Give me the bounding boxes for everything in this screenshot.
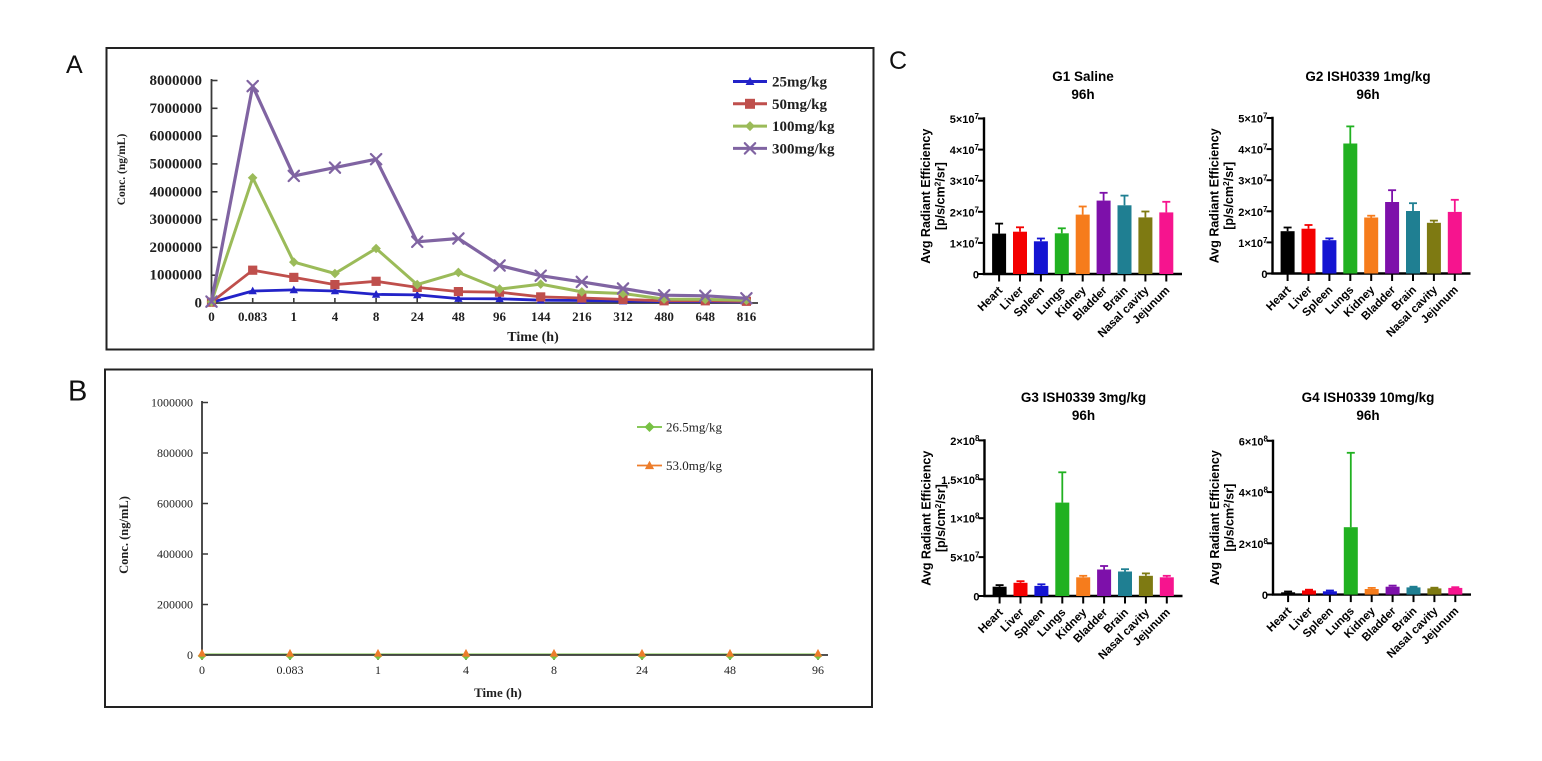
svg-text:2×107: 2×107 [1238, 205, 1268, 219]
svg-text:G3 ISH0339 3mg/kg: G3 ISH0339 3mg/kg [1021, 390, 1146, 405]
svg-text:144: 144 [531, 309, 551, 324]
svg-text:0: 0 [1262, 590, 1268, 602]
svg-text:96h: 96h [1071, 87, 1094, 102]
svg-text:4×107: 4×107 [1238, 143, 1268, 157]
svg-text:24: 24 [636, 663, 648, 677]
svg-text:[p/s/cm2/sr]: [p/s/cm2/sr] [933, 484, 948, 552]
svg-text:8000000: 8000000 [150, 73, 203, 89]
svg-text:400000: 400000 [157, 547, 193, 561]
svg-text:6×108: 6×108 [1239, 434, 1269, 448]
svg-text:100mg/kg: 100mg/kg [772, 119, 835, 135]
svg-text:96h: 96h [1356, 408, 1379, 423]
svg-text:0: 0 [973, 270, 979, 282]
svg-text:1×107: 1×107 [1238, 236, 1268, 250]
svg-text:4×107: 4×107 [950, 143, 980, 157]
svg-text:300mg/kg: 300mg/kg [772, 141, 835, 157]
svg-text:200000: 200000 [157, 598, 193, 612]
svg-text:600000: 600000 [157, 497, 193, 511]
svg-text:B: B [68, 376, 87, 408]
svg-text:Time (h): Time (h) [474, 685, 522, 700]
svg-text:0.083: 0.083 [277, 663, 304, 677]
svg-text:816: 816 [737, 309, 757, 324]
svg-text:0: 0 [1261, 269, 1267, 281]
svg-text:Avg Radiant Efficiency: Avg Radiant Efficiency [920, 451, 934, 586]
svg-text:5×107: 5×107 [950, 112, 980, 126]
svg-text:648: 648 [696, 309, 716, 324]
svg-text:50mg/kg: 50mg/kg [772, 97, 828, 113]
svg-text:3000000: 3000000 [150, 212, 203, 228]
svg-text:26.5mg/kg: 26.5mg/kg [666, 420, 722, 435]
svg-text:0: 0 [973, 592, 979, 604]
svg-text:Avg Radiant Efficiency: Avg Radiant Efficiency [1208, 128, 1222, 263]
svg-text:4×108: 4×108 [1239, 486, 1269, 500]
svg-text:96h: 96h [1072, 408, 1095, 423]
svg-text:0.083: 0.083 [238, 309, 268, 324]
svg-text:0: 0 [187, 648, 193, 662]
svg-text:2000000: 2000000 [150, 240, 203, 256]
svg-text:0: 0 [208, 309, 215, 324]
svg-text:1×107: 1×107 [950, 236, 980, 250]
svg-text:A: A [66, 51, 83, 79]
svg-text:312: 312 [613, 309, 633, 324]
svg-text:2×108: 2×108 [950, 434, 980, 448]
svg-text:96: 96 [812, 663, 824, 677]
svg-text:4000000: 4000000 [150, 184, 203, 200]
svg-text:8: 8 [551, 663, 557, 677]
svg-text:6000000: 6000000 [150, 129, 203, 145]
svg-text:2×107: 2×107 [950, 205, 980, 219]
svg-text:Time (h): Time (h) [507, 330, 559, 345]
svg-text:4: 4 [463, 663, 469, 677]
svg-text:4: 4 [332, 309, 339, 324]
svg-text:1×108: 1×108 [950, 512, 980, 526]
svg-text:1: 1 [375, 663, 381, 677]
svg-text:53.0mg/kg: 53.0mg/kg [666, 458, 722, 473]
svg-text:[p/s/cm2/sr]: [p/s/cm2/sr] [1221, 162, 1236, 230]
svg-text:25mg/kg: 25mg/kg [772, 75, 828, 91]
svg-text:0: 0 [195, 296, 203, 312]
svg-text:5×107: 5×107 [1238, 112, 1268, 126]
svg-text:7000000: 7000000 [150, 101, 203, 117]
svg-text:Conc. (ng/mL): Conc. (ng/mL) [116, 134, 128, 206]
svg-text:G4 ISH0339 10mg/kg: G4 ISH0339 10mg/kg [1302, 390, 1435, 405]
svg-text:216: 216 [572, 309, 592, 324]
svg-text:Conc. (ng/mL): Conc. (ng/mL) [117, 496, 131, 574]
svg-text:[p/s/cm2/sr]: [p/s/cm2/sr] [933, 162, 948, 230]
svg-text:1.5×108: 1.5×108 [941, 473, 980, 487]
svg-text:1000000: 1000000 [150, 268, 203, 284]
svg-text:[p/s/cm2/sr]: [p/s/cm2/sr] [1222, 484, 1237, 552]
svg-text:96: 96 [493, 309, 507, 324]
svg-text:48: 48 [452, 309, 466, 324]
svg-text:24: 24 [411, 309, 425, 324]
svg-text:5000000: 5000000 [150, 156, 203, 172]
svg-text:48: 48 [724, 663, 736, 677]
svg-text:800000: 800000 [157, 446, 193, 460]
svg-text:G2 ISH0339 1mg/kg: G2 ISH0339 1mg/kg [1305, 69, 1430, 84]
svg-text:C: C [889, 47, 907, 75]
svg-text:2×108: 2×108 [1239, 537, 1269, 551]
svg-text:1000000: 1000000 [151, 396, 193, 410]
svg-text:0: 0 [199, 663, 205, 677]
svg-text:8: 8 [373, 309, 380, 324]
svg-text:96h: 96h [1356, 87, 1379, 102]
svg-text:1: 1 [291, 309, 298, 324]
svg-text:480: 480 [654, 309, 674, 324]
svg-text:Avg Radiant Efficiency: Avg Radiant Efficiency [1208, 450, 1222, 585]
svg-text:5×107: 5×107 [950, 551, 980, 565]
svg-text:Avg Radiant Efficiency: Avg Radiant Efficiency [919, 129, 933, 264]
svg-text:3×107: 3×107 [1238, 174, 1268, 188]
svg-text:G1 Saline: G1 Saline [1052, 69, 1114, 84]
svg-text:3×107: 3×107 [950, 174, 980, 188]
